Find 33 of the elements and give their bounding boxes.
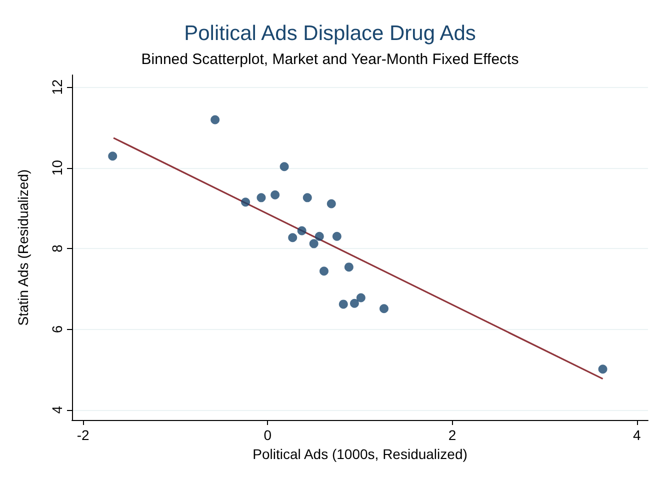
point (598, 364, 608, 374)
point (302, 193, 312, 202)
x-tick-label: 2 (448, 427, 456, 443)
y-tick-label: 6 (49, 325, 65, 334)
chart-title: Political Ads Displace Drug Ads (184, 22, 476, 45)
point (332, 232, 342, 241)
point (297, 226, 306, 236)
point (344, 262, 354, 272)
x-tick-label: -2 (76, 427, 90, 443)
point (326, 199, 336, 208)
x-tick-label: 0 (264, 427, 272, 443)
point (256, 193, 266, 202)
x-tick-label: 4 (633, 427, 642, 443)
point (108, 152, 118, 161)
point (288, 233, 298, 242)
point (210, 115, 220, 124)
point (280, 162, 289, 172)
point (241, 198, 250, 207)
point (320, 266, 328, 276)
point (350, 298, 359, 308)
y-tick-label: 10 (49, 160, 65, 176)
y-tick-label: 12 (49, 79, 65, 95)
point (380, 304, 388, 314)
point (314, 232, 324, 241)
point (338, 300, 348, 309)
x-axis-title: Political Ads (1000s, Residualized) (252, 446, 468, 462)
point (309, 239, 318, 248)
point (356, 293, 366, 302)
point (270, 190, 280, 200)
y-tick-label: 4 (49, 406, 65, 414)
y-axis-title: Statin Ads (Residualized) (15, 169, 31, 326)
chart-subtitle: Binned Scatterplot, Market and Year-Month Fixed Effects (141, 51, 519, 68)
y-tick-label: 8 (49, 244, 65, 252)
